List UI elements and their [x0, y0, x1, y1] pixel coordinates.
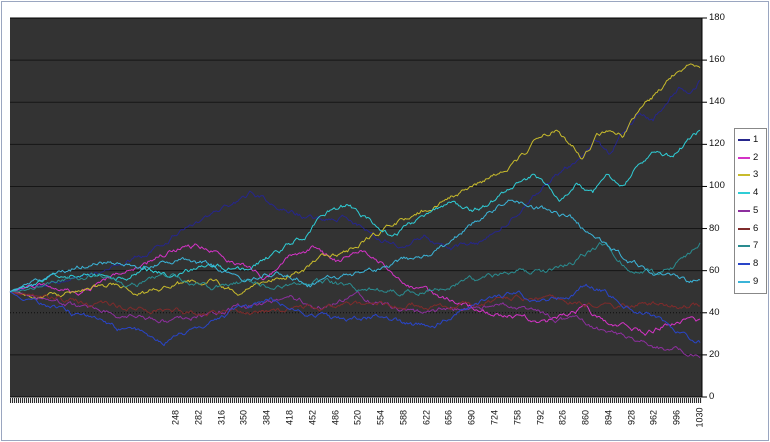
legend-line-sample-icon	[738, 209, 750, 212]
x-tick-label: 758	[512, 409, 523, 426]
x-tick-band	[10, 398, 702, 403]
series-line-5[interactable]	[9, 291, 701, 359]
x-tick-label: 452	[307, 409, 318, 426]
x-tick-label: 826	[557, 409, 568, 426]
legend-item[interactable]: 7	[738, 238, 764, 254]
plot-background[interactable]	[10, 18, 702, 397]
y-tick-label: 160	[709, 54, 725, 66]
x-tick-label: 554	[375, 409, 386, 426]
legend-label: 2	[753, 151, 759, 163]
legend-item[interactable]: 9	[738, 274, 764, 290]
legend-label: 1	[753, 133, 759, 145]
legend-item[interactable]: 8	[738, 256, 764, 272]
x-tick-label: 656	[443, 409, 454, 426]
x-tick-label: 724	[489, 409, 500, 426]
legend-item[interactable]: 5	[738, 203, 764, 219]
legend-item[interactable]: 4	[738, 185, 764, 201]
y-tick-label: 80	[709, 222, 720, 234]
series-line-7[interactable]	[9, 242, 701, 297]
legend-box[interactable]: 1 2 3 4 5 6 7 8 9	[734, 128, 767, 294]
y-tick-label: 60	[709, 264, 720, 276]
legend-label: 7	[753, 240, 759, 252]
legend-line-sample-icon	[738, 245, 750, 248]
x-tick-label: 486	[330, 409, 341, 426]
x-tick-label: 248	[170, 409, 181, 426]
legend-item[interactable]: 2	[738, 150, 764, 166]
x-tick-label: 520	[352, 409, 363, 426]
legend-line-sample-icon	[738, 156, 750, 159]
x-tick-label: 962	[648, 409, 659, 426]
x-tick-label: 860	[580, 409, 591, 426]
x-tick-label: 282	[193, 409, 204, 426]
y-tick-label: 140	[709, 96, 725, 108]
x-tick-label: 350	[238, 409, 249, 426]
legend-item[interactable]: 6	[738, 221, 764, 237]
y-tick-label: 0	[709, 391, 715, 402]
legend-label: 9	[753, 276, 759, 287]
y-tick-label: 20	[709, 348, 720, 360]
x-tick-label: 996	[671, 409, 682, 426]
y-tick-label: 100	[709, 180, 725, 192]
legend-label: 4	[753, 187, 759, 199]
x-tick-label: 316	[216, 409, 227, 426]
x-tick-label: 588	[398, 409, 409, 426]
x-tick-label: 418	[284, 409, 295, 426]
legend-line-sample-icon	[738, 263, 750, 266]
series-line-6[interactable]	[9, 291, 701, 317]
series-line-9[interactable]	[9, 199, 701, 293]
legend-line-sample-icon	[738, 227, 750, 230]
legend-label: 5	[753, 204, 759, 216]
series-line-8[interactable]	[9, 283, 701, 347]
legend-label: 6	[753, 222, 759, 234]
y-tick-label: 120	[709, 138, 725, 150]
legend-line-sample-icon	[738, 174, 750, 177]
x-tick-label: 384	[261, 409, 272, 426]
legend-line-sample-icon	[738, 138, 750, 141]
x-tick-label: 928	[626, 409, 637, 426]
legend-item[interactable]: 3	[738, 167, 764, 183]
legend-label: 3	[753, 169, 759, 181]
series-line-2[interactable]	[9, 243, 701, 336]
legend-line-sample-icon	[738, 281, 750, 283]
x-tick-label: 622	[421, 409, 432, 426]
legend-item[interactable]: 1	[738, 132, 764, 148]
x-tick-label: 1030	[694, 407, 705, 428]
legend-label: 8	[753, 258, 759, 270]
x-tick-label: 792	[535, 409, 546, 426]
y-tick-label: 180	[709, 12, 725, 23]
x-tick-label: 894	[603, 409, 614, 426]
y-tick-label: 40	[709, 306, 720, 318]
x-tick-label: 690	[466, 409, 477, 426]
legend-line-sample-icon	[738, 192, 750, 195]
series-line-4[interactable]	[9, 129, 701, 293]
